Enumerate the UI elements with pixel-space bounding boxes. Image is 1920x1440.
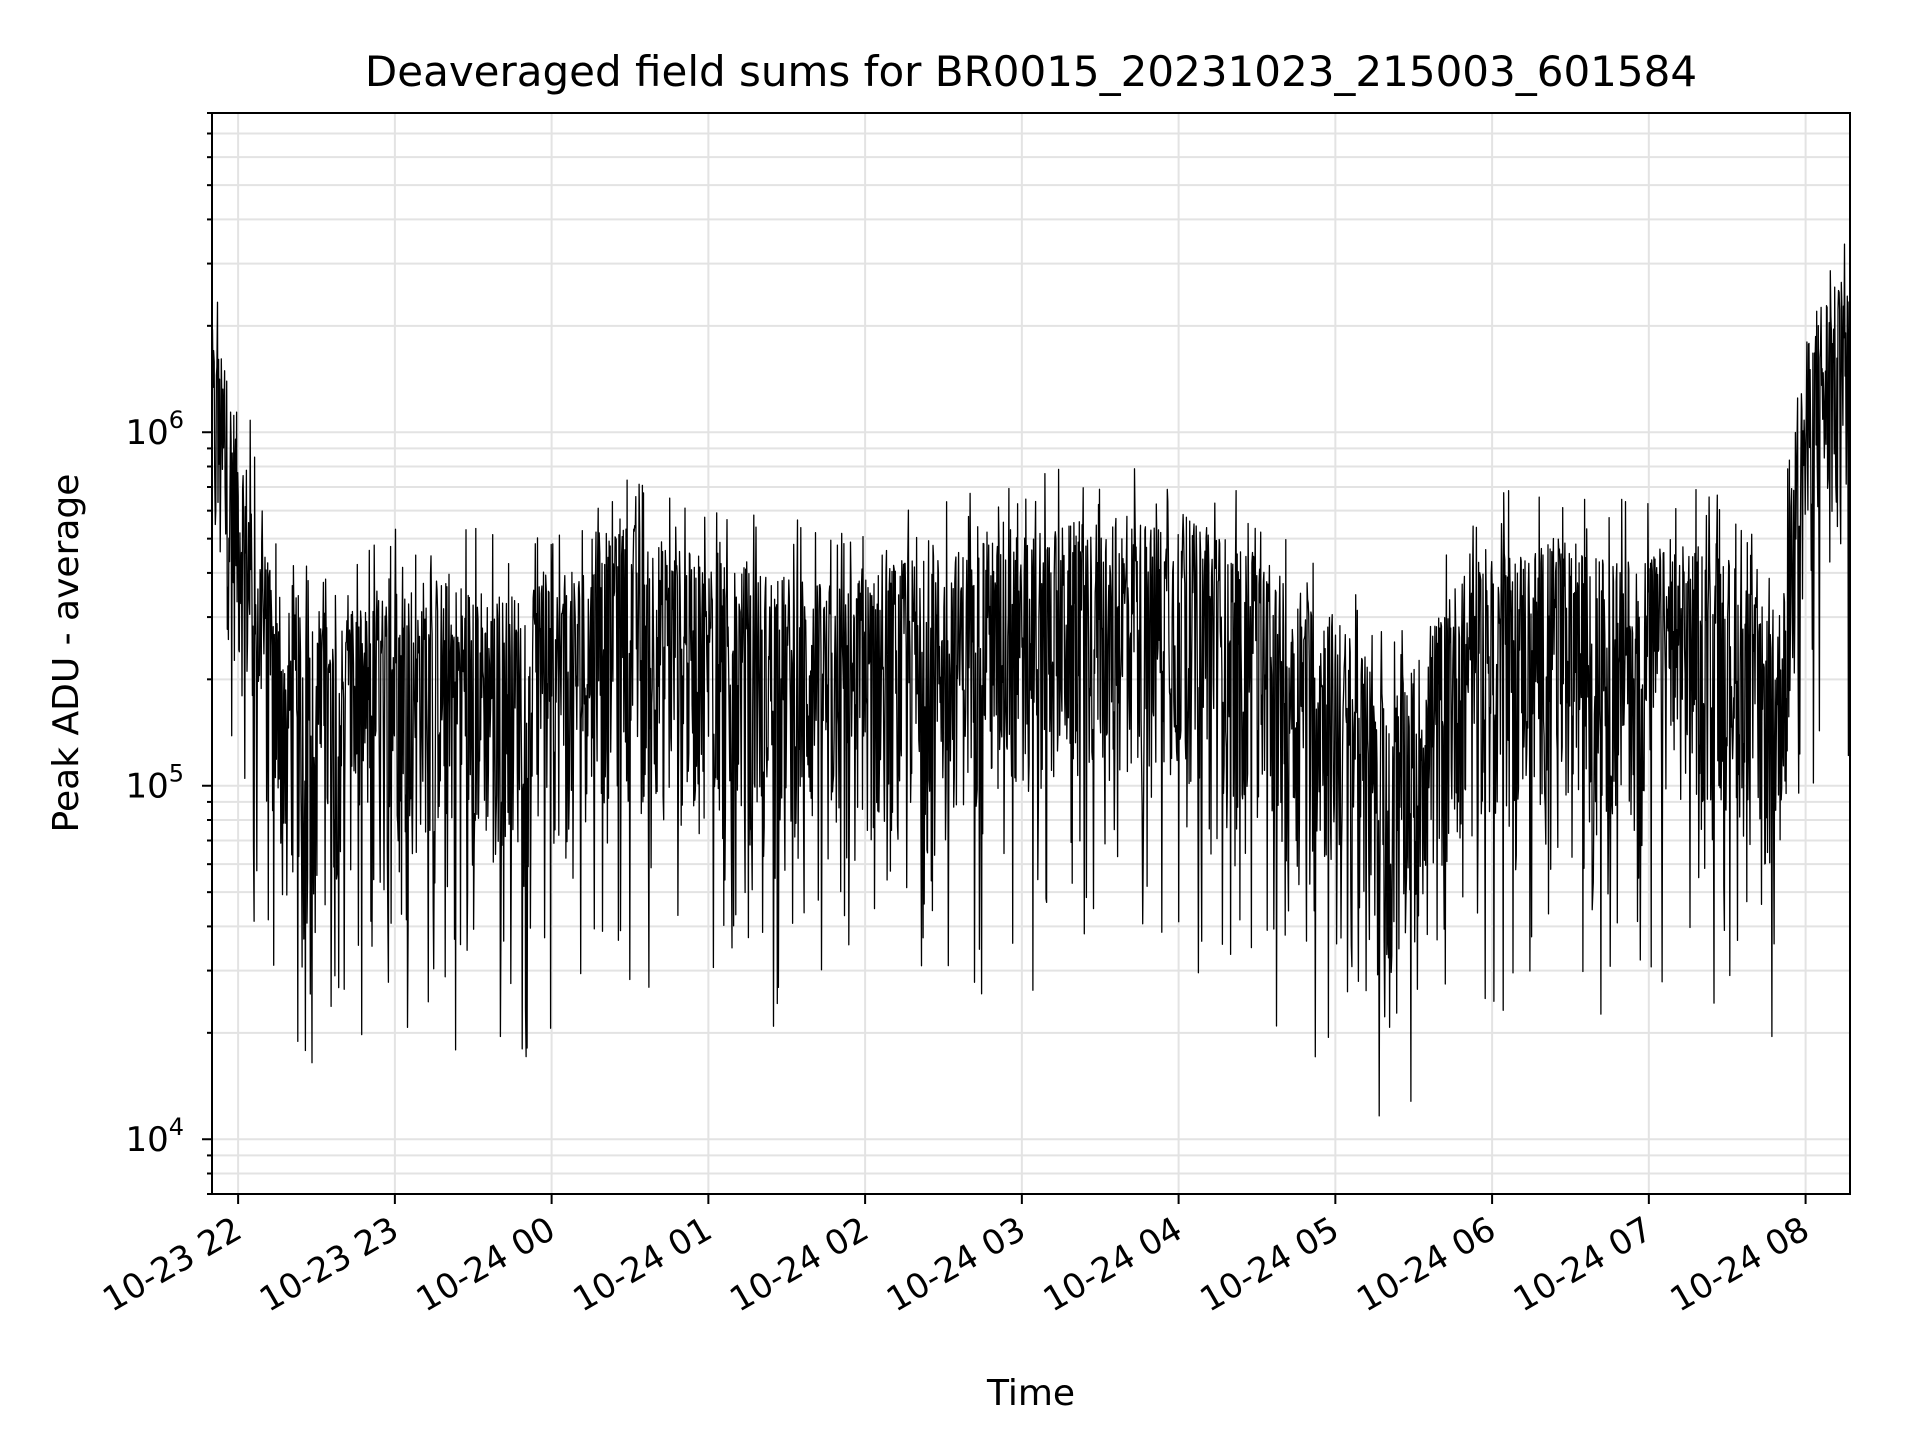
y-axis: 104 105 106 xyxy=(125,112,212,1195)
y-axis-label: Peak ADU - average xyxy=(46,474,87,833)
y-tick-label: 104 xyxy=(125,1113,184,1160)
y-tick-label: 106 xyxy=(125,406,184,453)
grid xyxy=(212,112,1850,1195)
series-group xyxy=(211,243,1851,1117)
plot-frame xyxy=(211,112,1851,1195)
series-line xyxy=(211,243,1851,1117)
y-tick-label: 105 xyxy=(125,760,184,807)
chart-title: Deaveraged field sums for BR0015_2023102… xyxy=(365,47,1697,96)
x-axis-label: Time xyxy=(986,1373,1075,1414)
